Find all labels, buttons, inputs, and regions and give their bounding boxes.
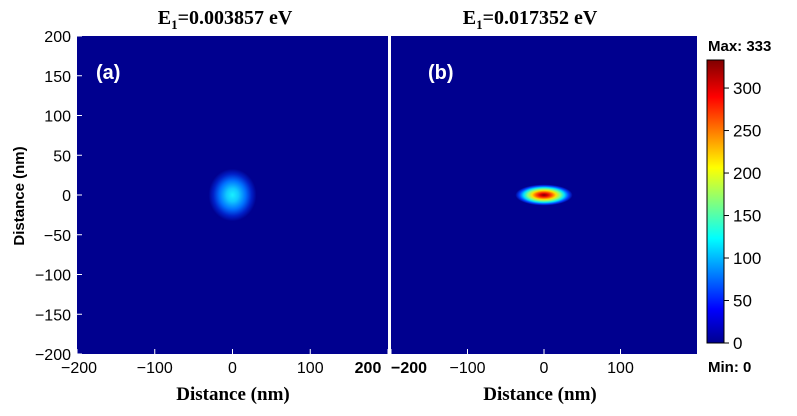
chart-title-a: E1=0.003857 eV	[158, 7, 293, 32]
colorbar-tick-label: 300	[733, 79, 761, 98]
panel-label-a: (a)	[96, 62, 120, 84]
x-tick-label: −200	[391, 360, 427, 377]
x-tick-label: −100	[449, 360, 485, 377]
colorbar-ticks: 300 250 200 150 100 50 0	[724, 79, 761, 353]
colorbar: 300 250 200 150 100 50 0 Max: 333 Min: 0	[706, 38, 771, 376]
y-tick-label: 200	[44, 29, 71, 46]
y-tick-label: 50	[53, 148, 71, 165]
x-tick-label: 0	[228, 360, 237, 377]
panel-label-b: (b)	[428, 62, 454, 84]
y-tick-label: 150	[44, 69, 71, 86]
x-tick-label: 200	[355, 360, 382, 377]
panel-b: (b) −200 −100 0 100 E1=0.017352 eV	[390, 7, 697, 377]
colorbar-tick-label: 0	[733, 334, 742, 353]
colorbar-tick-label: 50	[733, 292, 752, 311]
y-tick-label: 0	[62, 188, 71, 205]
y-ticks-a: 200 150 100 50 0 −50 −100 −150 −200	[35, 29, 82, 364]
panel-a: (a) 200 150 100 50 0 −50 −100 −150 −200 −200 −100…	[11, 7, 389, 377]
colorbar-max-label: Max: 333	[708, 38, 771, 55]
y-tick-label: −200	[35, 347, 71, 364]
colorbar-tick-label: 200	[733, 164, 761, 183]
x-tick-label: −100	[137, 360, 173, 377]
colorbar-tick-label: 150	[733, 207, 761, 226]
y-tick-label: −150	[35, 307, 71, 324]
x-ticks-a: −200 −100 0 100 200	[61, 349, 389, 377]
y-tick-label: −50	[44, 228, 71, 245]
x-axis-label-b: Distance (nm)	[483, 384, 596, 405]
chart-title-b: E1=0.017352 eV	[463, 7, 598, 32]
x-axis-label: Distance (nm)	[176, 384, 289, 405]
colorbar-min-label: Min: 0	[708, 359, 751, 376]
y-axis-label: Distance (nm)	[11, 146, 28, 245]
x-tick-label: 0	[540, 360, 549, 377]
x-ticks-b: −200 −100 0 100	[390, 349, 634, 377]
density-peak-b	[515, 184, 573, 206]
x-tick-label: 100	[297, 360, 324, 377]
x-tick-label: −200	[61, 360, 97, 377]
colorbar-tick-label: 100	[733, 249, 761, 268]
colorbar-tick-label: 250	[733, 122, 761, 141]
colorbar-scale	[706, 59, 725, 344]
y-tick-label: 100	[44, 109, 71, 126]
x-tick-label: 100	[607, 360, 634, 377]
density-peak-a	[208, 168, 257, 222]
y-tick-label: −100	[35, 268, 71, 285]
